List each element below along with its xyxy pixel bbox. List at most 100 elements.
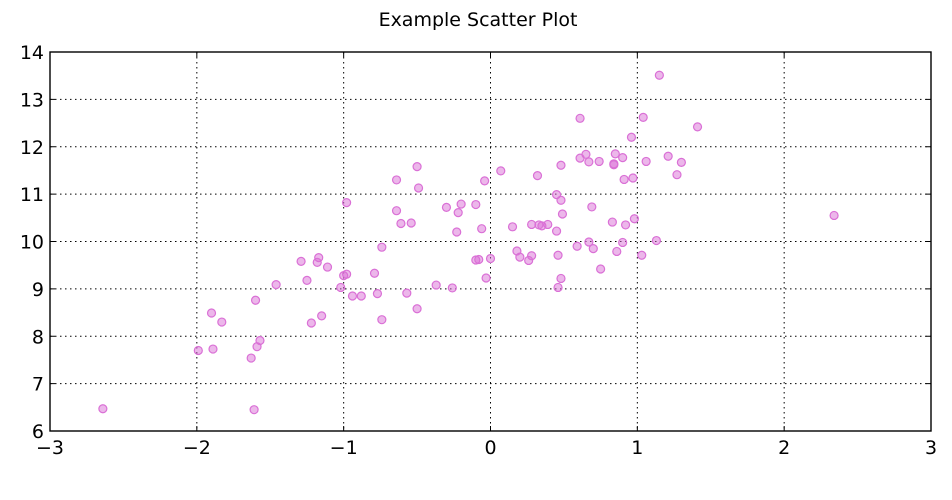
scatter-point [672, 170, 682, 180]
y-tick-label: 12 [20, 137, 44, 159]
scatter-point [556, 195, 566, 205]
x-tick-label: 0 [484, 437, 496, 459]
scatter-point [551, 226, 562, 236]
scatter-point [553, 250, 563, 260]
x-tick-label: 1 [631, 437, 643, 459]
scatter-point [391, 175, 402, 185]
scatter-point [654, 70, 664, 80]
scatter-point [342, 198, 352, 208]
scatter-point [618, 153, 628, 163]
y-tick-label: 10 [20, 232, 44, 254]
scatter-point [620, 220, 631, 230]
scatter-point [474, 254, 484, 265]
scatter-point [485, 253, 496, 264]
scatter-point [618, 237, 628, 248]
scatter-point [543, 219, 553, 230]
scatter-point [637, 250, 647, 260]
scatter-point [515, 252, 525, 262]
y-tick-label: 11 [20, 184, 44, 206]
scatter-point [532, 171, 543, 181]
scatter-point [217, 317, 227, 327]
scatter-point [98, 404, 108, 414]
scatter-point [447, 283, 457, 293]
scatter-point [356, 291, 366, 301]
scatter-point [612, 246, 622, 257]
scatter-point [626, 132, 637, 142]
scatter-point [314, 253, 324, 263]
grid-lines [50, 52, 931, 431]
y-tick-label: 13 [20, 89, 44, 111]
scatter-point [641, 156, 651, 167]
x-axis-tick-labels: −3 −2 −1 0 1 2 3 [36, 437, 937, 459]
scatter-point [431, 280, 441, 290]
scatter-point [246, 353, 256, 363]
scatter-point [271, 280, 281, 290]
scatter-point [193, 345, 203, 356]
scatter-point [208, 344, 218, 354]
scatter-point [607, 217, 617, 227]
y-tick-label: 7 [32, 374, 44, 396]
scatter-point [584, 157, 594, 167]
x-tick-label: 3 [925, 437, 937, 459]
scatter-point [594, 156, 604, 167]
scatter-point [317, 311, 327, 321]
scatter-point [452, 227, 462, 237]
scatter-point [557, 209, 568, 219]
y-tick-label: 8 [32, 326, 44, 348]
scatter-point [471, 199, 481, 210]
scatter-point [587, 202, 597, 212]
scatter-point [638, 112, 648, 122]
scatter-point [412, 162, 422, 172]
scatter-point [553, 282, 563, 293]
y-tick-label: 9 [32, 279, 44, 301]
y-axis-tick-labels: 6 7 8 9 10 11 12 13 14 [20, 42, 44, 443]
scatter-point [441, 202, 452, 212]
scatter-point [651, 235, 662, 246]
scatter-point [588, 244, 598, 254]
scatter-point [496, 166, 506, 176]
scatter-point [609, 159, 619, 169]
chart-title: Example Scatter Plot [379, 9, 578, 31]
scatter-point [372, 289, 383, 299]
y-tick-label: 14 [20, 42, 44, 64]
data-points [98, 70, 839, 415]
scatter-point [377, 315, 387, 325]
scatter-point [377, 242, 387, 252]
scatter-point [342, 269, 352, 279]
scatter-point [477, 224, 487, 234]
scatter-point [322, 262, 333, 272]
scatter-point [413, 183, 424, 193]
scatter-point [584, 237, 594, 247]
scatter-point [610, 149, 620, 159]
scatter-point [676, 157, 686, 167]
scatter-point [255, 335, 265, 346]
scatter-point [629, 214, 639, 224]
scatter-point [692, 122, 703, 132]
scatter-point [507, 222, 518, 232]
scatter-point [481, 273, 491, 283]
scatter-point [396, 218, 406, 229]
scatter-point [336, 282, 346, 293]
x-tick-label: −3 [36, 437, 64, 459]
scatter-point [206, 308, 217, 318]
scatter-point [628, 173, 638, 183]
scatter-point [347, 291, 358, 301]
scatter-point [369, 268, 380, 278]
x-tick-label: −1 [330, 437, 358, 459]
scatter-point [556, 273, 566, 284]
axis-ticks [49, 51, 932, 432]
scatter-point [302, 275, 312, 285]
y-tick-label: 6 [32, 421, 44, 443]
scatter-point [556, 160, 566, 170]
scatter-point [829, 210, 839, 221]
scatter-point [572, 241, 582, 251]
scatter-point [412, 304, 422, 314]
scatter-point [456, 199, 466, 209]
scatter-point [575, 113, 585, 123]
scatter-point [250, 295, 261, 305]
scatter-point [406, 218, 416, 228]
x-tick-label: −2 [183, 437, 211, 459]
scatter-point [453, 208, 463, 218]
scatter-point [296, 256, 306, 266]
